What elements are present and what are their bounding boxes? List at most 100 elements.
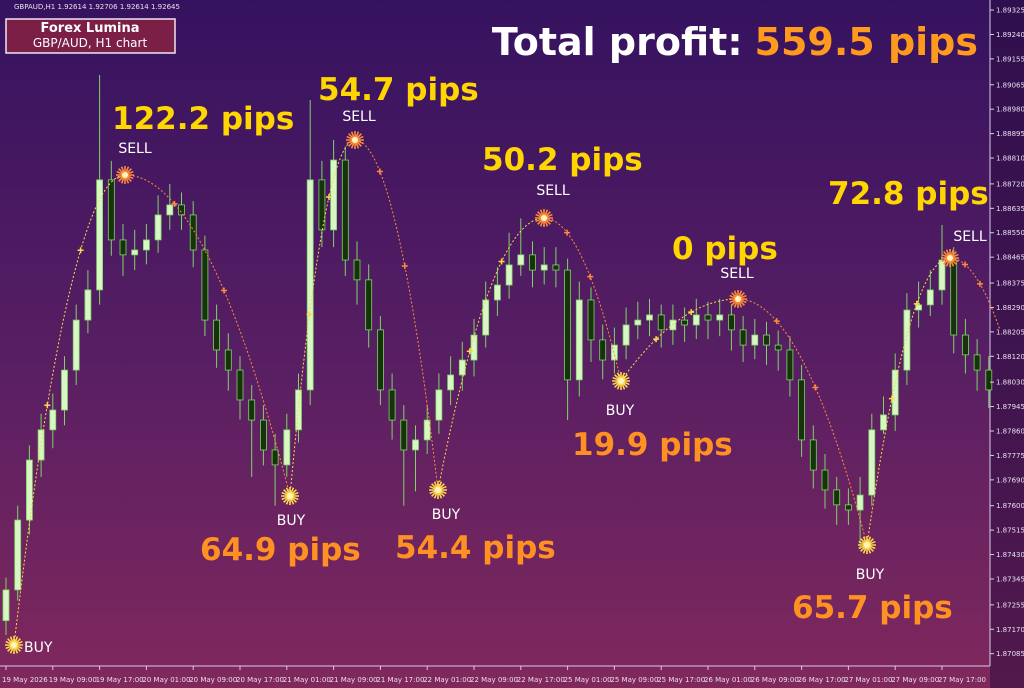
- candle-body: [751, 334, 759, 346]
- candle-body: [178, 204, 185, 216]
- candle-body: [622, 324, 630, 346]
- signal-label: SELL: [118, 141, 152, 157]
- signal-star-core: [287, 493, 293, 499]
- candle-body: [482, 299, 490, 336]
- y-tick-label: 1.89065: [996, 81, 1024, 89]
- x-tick-label: 22 May 09:00: [470, 676, 518, 684]
- x-tick-label: 22 May 17:00: [517, 676, 565, 684]
- candle-body: [634, 319, 642, 326]
- candle-body: [330, 159, 338, 231]
- trail-dot: [306, 311, 313, 318]
- x-tick-label: 21 May 01:00: [283, 676, 331, 684]
- symbol-info: GBPAUD,H1 1.92614 1.92706 1.92614 1.9264…: [14, 3, 180, 11]
- candle-body: [131, 249, 139, 256]
- y-tick-label: 1.87430: [996, 551, 1024, 559]
- signal-label: BUY: [856, 567, 885, 583]
- x-tick-label: 27 May 17:00: [938, 676, 986, 684]
- candle-body: [318, 179, 326, 231]
- candle-body: [926, 289, 934, 306]
- trail: [866, 257, 951, 546]
- candle-body: [72, 319, 80, 371]
- candle-body: [915, 304, 922, 311]
- candle-body: [224, 349, 232, 371]
- trail-dot: [773, 318, 780, 325]
- badge-title: Forex Lumina: [41, 21, 140, 36]
- signal-star-core: [864, 542, 870, 548]
- candle-body: [248, 399, 256, 421]
- candle-body: [259, 419, 267, 451]
- trail-dot: [587, 273, 594, 280]
- pips-result: 65.7 pips: [792, 590, 953, 626]
- candle-body: [845, 504, 852, 511]
- x-tick-label: 21 May 09:00: [330, 676, 378, 684]
- total-profit: Total profit: 559.5 pips: [492, 20, 978, 64]
- y-tick-label: 1.88375: [996, 280, 1024, 288]
- candle-body: [938, 259, 946, 291]
- y-tick-label: 1.88030: [996, 379, 1024, 387]
- signal-label: SELL: [536, 183, 570, 199]
- y-tick-label: 1.89155: [996, 55, 1024, 63]
- trail-dot: [44, 402, 51, 409]
- signal-label: SELL: [953, 229, 987, 245]
- candle-body: [646, 314, 653, 321]
- candle-body: [271, 449, 279, 466]
- x-tick-label: 20 May 09:00: [189, 676, 237, 684]
- candle-body: [517, 254, 525, 266]
- trail: [13, 174, 126, 646]
- candle-body: [213, 319, 221, 351]
- x-tick-label: 19 May 09:00: [49, 676, 97, 684]
- trail-dot: [913, 300, 920, 307]
- total-profit-label: Total profit:: [492, 20, 743, 64]
- y-tick-label: 1.87085: [996, 650, 1024, 658]
- candle-body: [376, 329, 384, 391]
- candle-body: [587, 299, 595, 341]
- candle-body: [505, 264, 513, 286]
- candle-body: [236, 369, 244, 401]
- trail: [354, 139, 439, 491]
- candle-body: [400, 419, 408, 451]
- candle-body: [540, 264, 548, 271]
- x-tick-label: 20 May 17:00: [236, 676, 284, 684]
- candle-body: [96, 179, 103, 291]
- pips-result: 122.2 pips: [112, 101, 294, 137]
- x-tick-label: 22 May 01:00: [423, 676, 471, 684]
- signal-label: BUY: [24, 640, 53, 656]
- y-tick-label: 1.88980: [996, 106, 1024, 114]
- y-tick-label: 1.89325: [996, 7, 1024, 15]
- pips-result: 54.7 pips: [318, 72, 479, 108]
- candle-body: [49, 409, 57, 431]
- x-tick-label: 21 May 17:00: [376, 676, 424, 684]
- candle-body: [564, 269, 571, 381]
- candle-body: [2, 589, 10, 622]
- signal-star-core: [435, 487, 441, 493]
- signal-label: BUY: [277, 513, 306, 529]
- candle-body: [119, 239, 127, 256]
- pips-result: 50.2 pips: [482, 142, 643, 178]
- candle-body: [809, 439, 817, 471]
- trail: [124, 174, 291, 497]
- y-tick-label: 1.88895: [996, 130, 1024, 138]
- y-tick-label: 1.88120: [996, 353, 1024, 361]
- y-tick-label: 1.87345: [996, 575, 1024, 583]
- y-tick-label: 1.87945: [996, 403, 1024, 411]
- candle-body: [962, 334, 969, 356]
- x-tick-label: 25 May 09:00: [610, 676, 658, 684]
- signal-label: SELL: [342, 109, 376, 125]
- trail-dot: [401, 263, 408, 269]
- candle-body: [166, 204, 174, 216]
- y-tick-label: 1.87515: [996, 527, 1024, 535]
- x-tick-label: 27 May 09:00: [891, 676, 939, 684]
- candle-body: [412, 439, 419, 451]
- candle-body: [856, 494, 864, 511]
- candle-body: [763, 334, 770, 346]
- pips-result: 64.9 pips: [200, 532, 361, 568]
- candle-body: [529, 254, 536, 271]
- x-tick-label: 19 May 2026: [2, 676, 48, 684]
- candle-body: [435, 389, 443, 421]
- signal-label: BUY: [606, 403, 635, 419]
- candle-body: [388, 389, 396, 421]
- pips-result: 0 pips: [672, 231, 778, 267]
- signal-star-core: [352, 137, 358, 143]
- y-tick-label: 1.87860: [996, 427, 1024, 435]
